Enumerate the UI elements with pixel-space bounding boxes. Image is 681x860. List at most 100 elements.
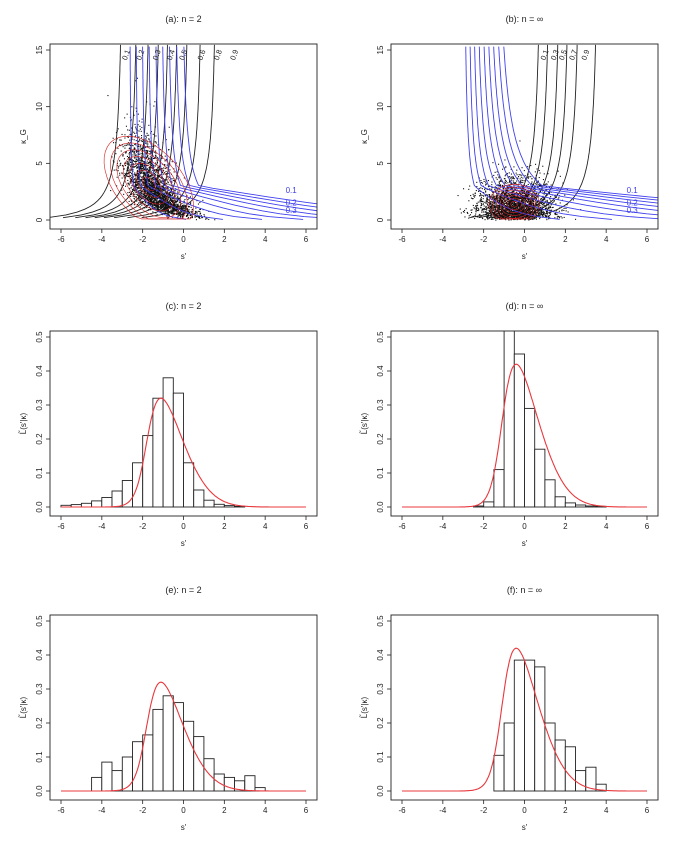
scatter-point bbox=[553, 200, 555, 202]
scatter-point bbox=[154, 189, 156, 191]
scatter-point bbox=[167, 204, 169, 206]
scatter-point bbox=[508, 176, 510, 178]
scatter-point bbox=[501, 180, 503, 182]
scatter-point bbox=[148, 182, 150, 184]
scatter-point bbox=[532, 192, 534, 194]
scatter-point bbox=[496, 192, 498, 194]
scatter-point bbox=[517, 204, 519, 206]
scatter-point bbox=[491, 209, 493, 211]
scatter-point bbox=[545, 186, 547, 188]
scatter-point bbox=[498, 213, 500, 215]
scatter-point bbox=[518, 202, 520, 204]
scatter-point bbox=[540, 198, 542, 200]
scatter-point bbox=[139, 200, 141, 202]
y-axis-label: κ_G bbox=[19, 129, 28, 144]
scatter-point bbox=[550, 207, 552, 209]
scatter-point bbox=[457, 195, 459, 197]
scatter-point bbox=[538, 185, 540, 187]
scatter-point bbox=[139, 192, 141, 194]
scatter-point bbox=[525, 198, 527, 200]
scatter-point bbox=[140, 146, 142, 148]
scatter-point bbox=[143, 196, 145, 198]
scatter-point bbox=[156, 188, 158, 190]
scatter-point bbox=[160, 177, 162, 179]
scatter-point bbox=[150, 201, 152, 203]
scatter-point bbox=[546, 210, 548, 212]
scatter-point bbox=[150, 196, 152, 198]
scatter-point bbox=[194, 210, 196, 212]
scatter-point bbox=[519, 203, 521, 205]
scatter-point bbox=[151, 184, 153, 186]
scatter-point bbox=[509, 204, 511, 206]
scatter-point bbox=[139, 199, 141, 201]
scatter-point bbox=[146, 151, 148, 153]
scatter-point bbox=[524, 212, 526, 214]
scatter-point bbox=[486, 196, 488, 198]
scatter-point bbox=[168, 149, 170, 151]
scatter-point bbox=[182, 214, 184, 216]
scatter-point bbox=[543, 204, 545, 206]
scatter-point bbox=[519, 178, 521, 180]
scatter-point bbox=[174, 196, 176, 198]
scatter-point bbox=[533, 217, 535, 219]
scatter-point bbox=[163, 207, 165, 209]
scatter-point bbox=[141, 167, 143, 169]
scatter-point bbox=[131, 181, 133, 183]
scatter-point bbox=[165, 159, 167, 161]
scatter-point bbox=[504, 179, 506, 181]
scatter-point bbox=[518, 206, 520, 208]
scatter-point bbox=[542, 198, 544, 200]
scatter-point bbox=[509, 206, 511, 208]
scatter-point bbox=[180, 211, 182, 213]
scatter-point bbox=[151, 159, 153, 161]
scatter-point bbox=[547, 215, 549, 217]
scatter-point bbox=[147, 150, 149, 152]
scatter-point bbox=[177, 211, 179, 213]
scatter-point bbox=[174, 200, 176, 202]
scatter-point bbox=[514, 194, 516, 196]
scatter-point bbox=[502, 168, 504, 170]
scatter-point bbox=[119, 164, 121, 166]
scatter-point bbox=[516, 174, 518, 176]
scatter-point bbox=[157, 180, 159, 182]
scatter-point bbox=[545, 205, 547, 207]
scatter-point bbox=[128, 183, 130, 185]
scatter-point bbox=[558, 216, 560, 218]
scatter-point bbox=[486, 197, 488, 199]
scatter-point bbox=[135, 140, 137, 142]
scatter-point bbox=[128, 184, 130, 186]
scatter-point bbox=[544, 198, 546, 200]
scatter-point bbox=[141, 168, 143, 170]
panel-title: (a): n = 2 bbox=[165, 14, 201, 24]
scatter-point bbox=[148, 150, 150, 152]
scatter-point bbox=[526, 210, 528, 212]
scatter-point bbox=[165, 205, 167, 207]
scatter-point bbox=[532, 211, 534, 213]
scatter-point bbox=[150, 184, 152, 186]
scatter-point bbox=[130, 159, 132, 161]
scatter-point bbox=[152, 155, 154, 157]
scatter-point bbox=[157, 157, 159, 159]
scatter-point bbox=[500, 180, 502, 182]
scatter-point bbox=[198, 210, 200, 212]
scatter-point bbox=[152, 192, 154, 194]
scatter-point bbox=[166, 173, 168, 175]
scatter-point bbox=[146, 184, 148, 186]
scatter-point bbox=[489, 209, 491, 211]
scatter-point bbox=[524, 209, 526, 211]
scatter-point bbox=[470, 195, 472, 197]
scatter-point bbox=[556, 213, 558, 215]
scatter-point bbox=[134, 182, 136, 184]
scatter-point bbox=[489, 207, 491, 209]
scatter-point bbox=[148, 172, 150, 174]
scatter-point bbox=[133, 131, 135, 133]
scatter-point bbox=[156, 172, 158, 174]
scatter-point bbox=[151, 166, 153, 168]
scatter-point bbox=[507, 212, 509, 214]
scatter-point bbox=[155, 199, 157, 201]
scatter-point bbox=[136, 167, 138, 169]
scatter-point bbox=[140, 163, 142, 165]
scatter-point bbox=[157, 158, 159, 160]
scatter-point bbox=[134, 190, 136, 192]
scatter-point bbox=[157, 176, 159, 178]
